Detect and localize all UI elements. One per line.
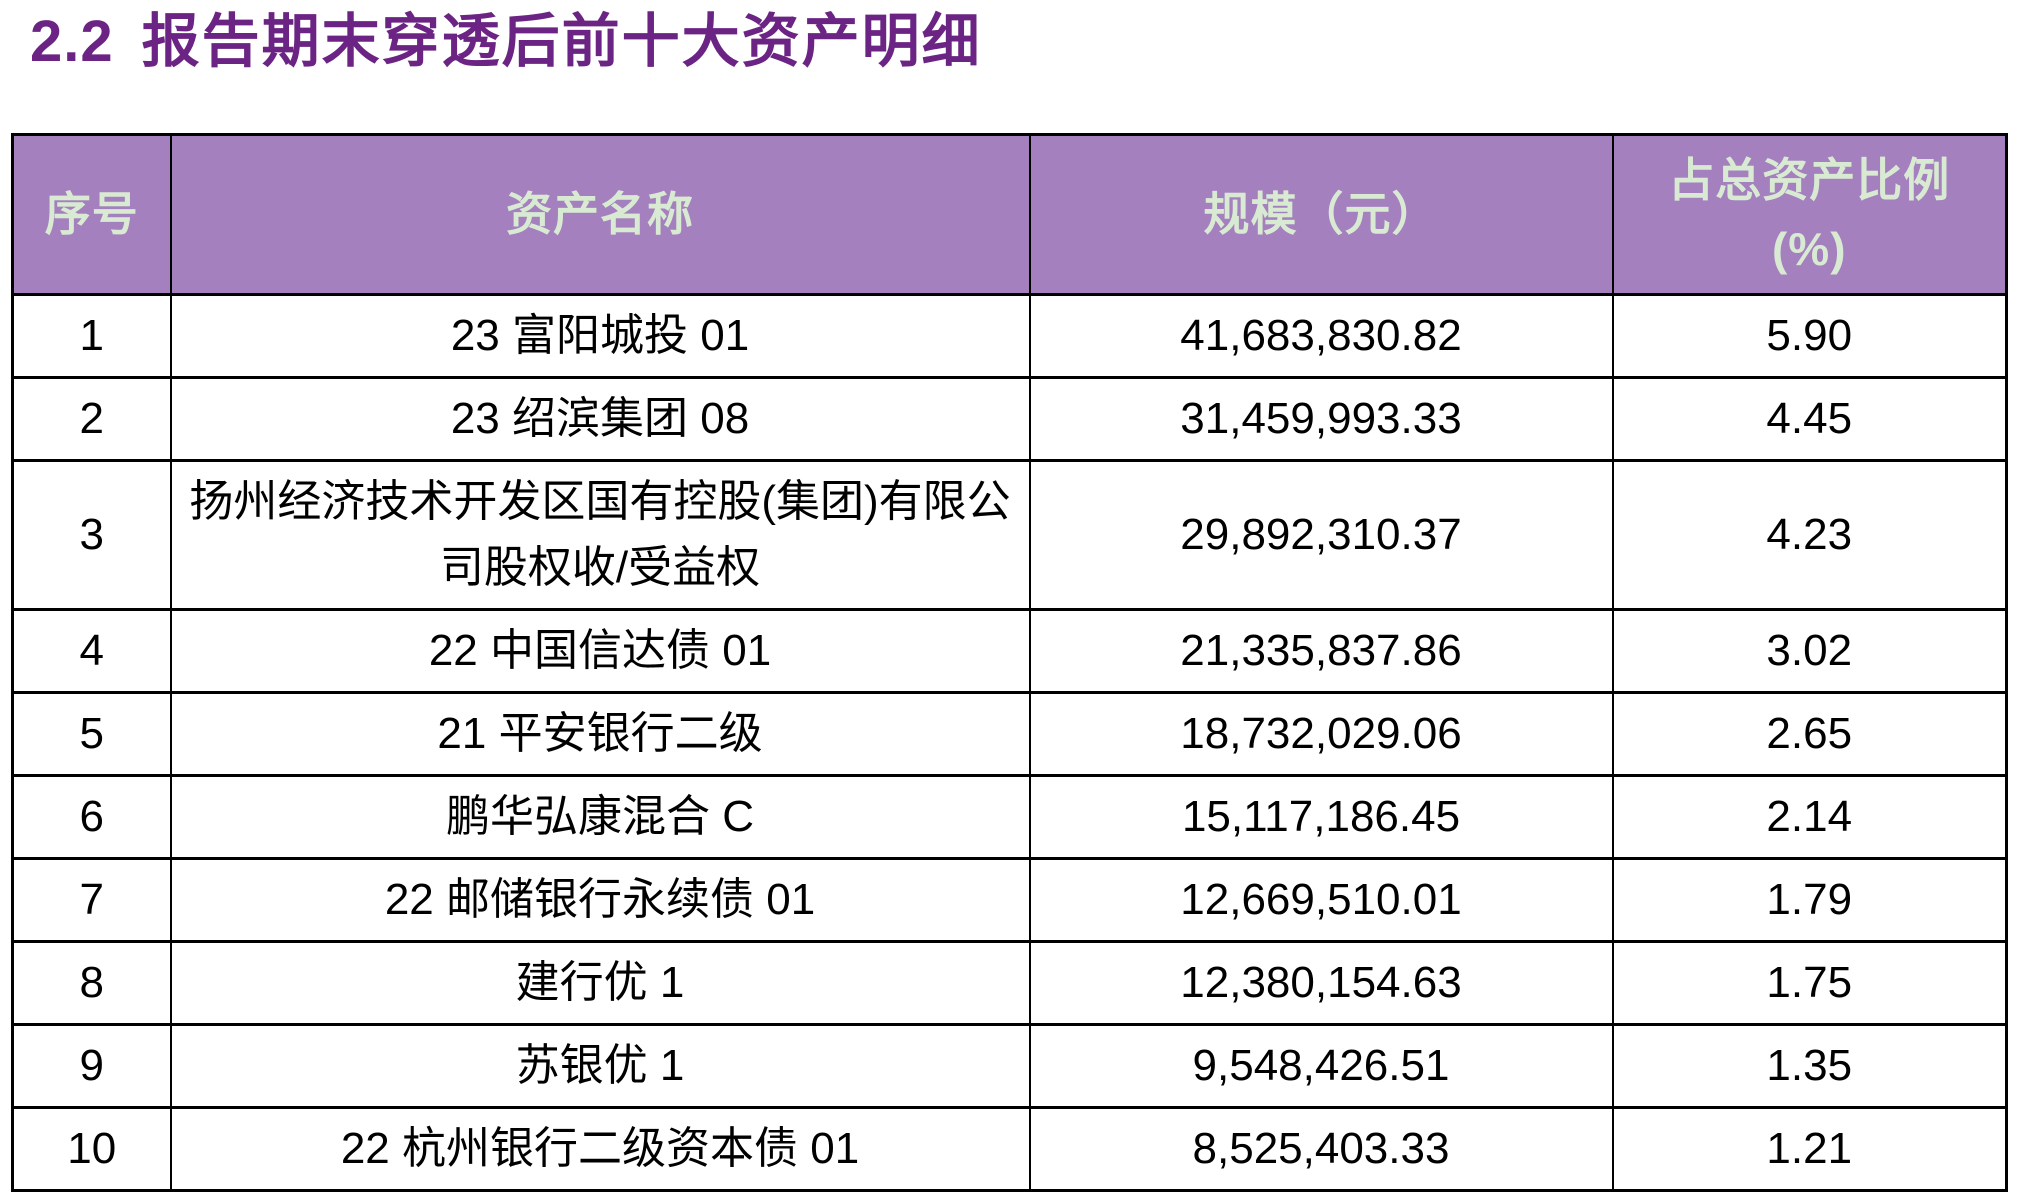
- cell-asset-name: 扬州经济技术开发区国有控股(集团)有限公司股权收/受益权: [169, 459, 1031, 611]
- section-title: 报告期末穿透后前十大资产明细: [141, 9, 982, 74]
- top-ten-assets-table: 序号 资产名称 规模（元） 占总资产比例 (%) 1 23 富阳城投 01 41…: [11, 133, 2008, 1192]
- table-row: 3 扬州经济技术开发区国有控股(集团)有限公司股权收/受益权 29,892,31…: [11, 459, 2008, 611]
- cell-row-number: 4: [11, 608, 172, 694]
- cell-asset-name: 建行优 1: [169, 940, 1031, 1026]
- cell-row-number: 2: [11, 376, 172, 462]
- cell-scale-yuan: 12,669,510.01: [1028, 857, 1614, 943]
- cell-row-number: 6: [11, 774, 172, 860]
- cell-row-number: 5: [11, 691, 172, 777]
- cell-row-number: 1: [11, 293, 172, 379]
- col-header-asset-name: 资产名称: [169, 133, 1031, 296]
- cell-scale-yuan: 21,335,837.86: [1028, 608, 1614, 694]
- table-row: 7 22 邮储银行永续债 01 12,669,510.01 1.79: [11, 857, 2008, 943]
- cell-asset-name: 22 邮储银行永续债 01: [169, 857, 1031, 943]
- table-header: 序号 资产名称 规模（元） 占总资产比例 (%): [11, 133, 2008, 296]
- cell-scale-yuan: 15,117,186.45: [1028, 774, 1614, 860]
- cell-row-number: 3: [11, 459, 172, 611]
- cell-row-number: 7: [11, 857, 172, 943]
- cell-ratio-pct: 4.45: [1611, 376, 2008, 462]
- cell-row-number: 9: [11, 1023, 172, 1109]
- cell-ratio-pct: 3.02: [1611, 608, 2008, 694]
- table-row: 5 21 平安银行二级 18,732,029.06 2.65: [11, 691, 2008, 777]
- table-header-row: 序号 资产名称 规模（元） 占总资产比例 (%): [11, 133, 2008, 296]
- cell-asset-name: 22 杭州银行二级资本债 01: [169, 1106, 1031, 1192]
- cell-scale-yuan: 41,683,830.82: [1028, 293, 1614, 379]
- cell-ratio-pct: 4.23: [1611, 459, 2008, 611]
- table-row: 10 22 杭州银行二级资本债 01 8,525,403.33 1.21: [11, 1106, 2008, 1192]
- col-header-ratio: 占总资产比例 (%): [1611, 133, 2008, 296]
- cell-scale-yuan: 12,380,154.63: [1028, 940, 1614, 1026]
- cell-ratio-pct: 2.14: [1611, 774, 2008, 860]
- table-row: 6 鹏华弘康混合 C 15,117,186.45 2.14: [11, 774, 2008, 860]
- assets-table-body: 1 23 富阳城投 01 41,683,830.82 5.90 2 23 绍滨集…: [11, 293, 2008, 1192]
- section-number: 2.2: [30, 9, 114, 74]
- cell-scale-yuan: 8,525,403.33: [1028, 1106, 1614, 1192]
- cell-asset-name: 苏银优 1: [169, 1023, 1031, 1109]
- cell-asset-name: 22 中国信达债 01: [169, 608, 1031, 694]
- cell-ratio-pct: 1.79: [1611, 857, 2008, 943]
- cell-ratio-pct: 1.21: [1611, 1106, 2008, 1192]
- cell-row-number: 10: [11, 1106, 172, 1192]
- cell-ratio-pct: 2.65: [1611, 691, 2008, 777]
- table-row: 9 苏银优 1 9,548,426.51 1.35: [11, 1023, 2008, 1109]
- cell-asset-name: 鹏华弘康混合 C: [169, 774, 1031, 860]
- cell-scale-yuan: 29,892,310.37: [1028, 459, 1614, 611]
- page-title: 2.2 报告期末穿透后前十大资产明细: [30, 10, 2032, 74]
- table-row: 2 23 绍滨集团 08 31,459,993.33 4.45: [11, 376, 2008, 462]
- cell-asset-name: 21 平安银行二级: [169, 691, 1031, 777]
- table-row: 1 23 富阳城投 01 41,683,830.82 5.90: [11, 293, 2008, 379]
- cell-scale-yuan: 18,732,029.06: [1028, 691, 1614, 777]
- cell-scale-yuan: 9,548,426.51: [1028, 1023, 1614, 1109]
- cell-ratio-pct: 5.90: [1611, 293, 2008, 379]
- col-header-scale: 规模（元）: [1028, 133, 1614, 296]
- table-row: 8 建行优 1 12,380,154.63 1.75: [11, 940, 2008, 1026]
- cell-asset-name: 23 富阳城投 01: [169, 293, 1031, 379]
- cell-ratio-pct: 1.35: [1611, 1023, 2008, 1109]
- cell-asset-name: 23 绍滨集团 08: [169, 376, 1031, 462]
- cell-scale-yuan: 31,459,993.33: [1028, 376, 1614, 462]
- col-header-no: 序号: [11, 133, 172, 296]
- cell-ratio-pct: 1.75: [1611, 940, 2008, 1026]
- cell-row-number: 8: [11, 940, 172, 1026]
- table-row: 4 22 中国信达债 01 21,335,837.86 3.02: [11, 608, 2008, 694]
